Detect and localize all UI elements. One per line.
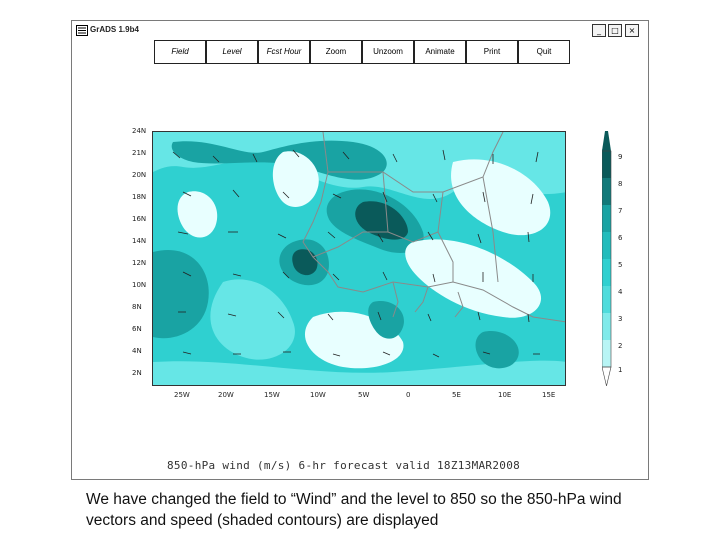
- lon-label: 0: [406, 391, 411, 399]
- lat-label: 2N: [132, 369, 142, 377]
- lon-label: 15W: [264, 391, 280, 399]
- colorbar-label: 6: [618, 234, 623, 242]
- app-icon: [76, 25, 88, 36]
- wind-map[interactable]: [152, 131, 566, 386]
- lon-label: 5W: [358, 391, 370, 399]
- colorbar-label: 8: [618, 180, 623, 188]
- lon-label: 10W: [310, 391, 326, 399]
- print-button[interactable]: Print: [466, 40, 518, 64]
- lat-label: 21N: [132, 149, 147, 157]
- wind-speed-contours: [153, 132, 565, 385]
- lon-label: 5E: [452, 391, 461, 399]
- lat-label: 18N: [132, 193, 147, 201]
- lon-label: 10E: [498, 391, 512, 399]
- title-bar[interactable]: GrADS 1.9b4 _ □ ×: [72, 21, 648, 41]
- lat-label: 8N: [132, 303, 142, 311]
- zoom-button[interactable]: Zoom: [310, 40, 362, 64]
- unzoom-button[interactable]: Unzoom: [362, 40, 414, 64]
- animate-button[interactable]: Animate: [414, 40, 466, 64]
- minimize-button[interactable]: _: [592, 24, 606, 37]
- lat-label: 16N: [132, 215, 147, 223]
- lon-label: 15E: [542, 391, 556, 399]
- colorbar-label: 9: [618, 153, 623, 161]
- color-bar: [602, 131, 612, 386]
- colorbar-label: 4: [618, 288, 623, 296]
- menu-bar: Field Level Fcst Hour Zoom Unzoom Animat…: [154, 40, 570, 64]
- colorbar-label: 3: [618, 315, 623, 323]
- fcst-hour-button[interactable]: Fcst Hour: [258, 40, 310, 64]
- field-button[interactable]: Field: [154, 40, 206, 64]
- lat-label: 6N: [132, 325, 142, 333]
- close-button[interactable]: ×: [625, 24, 639, 37]
- level-button[interactable]: Level: [206, 40, 258, 64]
- lat-label: 10N: [132, 281, 147, 289]
- colorbar-label: 7: [618, 207, 623, 215]
- lon-label: 20W: [218, 391, 234, 399]
- plot-caption: 850-hPa wind (m/s) 6-hr forecast valid 1…: [167, 459, 521, 472]
- grads-window: GrADS 1.9b4 _ □ × Field Level Fcst Hour …: [71, 20, 649, 480]
- slide-description: We have changed the field to “Wind” and …: [86, 491, 622, 529]
- lat-label: 12N: [132, 259, 147, 267]
- lat-label: 14N: [132, 237, 147, 245]
- colorbar-label: 2: [618, 342, 623, 350]
- window-title: GrADS 1.9b4: [90, 25, 139, 34]
- lat-label: 20N: [132, 171, 147, 179]
- colorbar-label: 1: [618, 366, 623, 374]
- quit-button[interactable]: Quit: [518, 40, 570, 64]
- colorbar-label: 5: [618, 261, 623, 269]
- lon-label: 25W: [174, 391, 190, 399]
- lat-label: 4N: [132, 347, 142, 355]
- lat-label: 24N: [132, 127, 147, 135]
- maximize-button[interactable]: □: [608, 24, 622, 37]
